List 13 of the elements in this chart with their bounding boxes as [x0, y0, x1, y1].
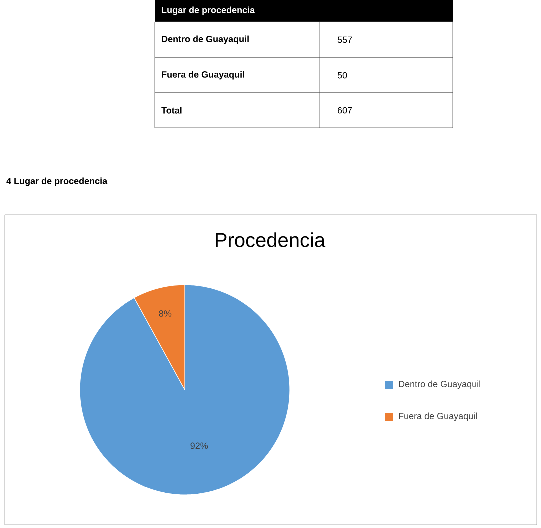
data-label: 92%: [190, 442, 208, 450]
legend-label: Dentro de Guayaquil: [399, 380, 480, 390]
legend-label: Fuera de Guayaquil: [399, 412, 477, 422]
text: Fuera de Guayaquil: [162, 71, 244, 80]
text: 4 Lugar de procedencia: [6, 178, 108, 186]
text: 557: [338, 36, 352, 44]
text: Dentro de Guayaquil: [162, 36, 249, 44]
data-label: 8%: [159, 310, 172, 317]
text: Lugar de procedencia: [162, 6, 256, 16]
text: Total: [162, 107, 182, 114]
text: 607: [338, 107, 352, 114]
chart-title: Procedencia: [216, 232, 326, 248]
text: 50: [338, 72, 348, 79]
